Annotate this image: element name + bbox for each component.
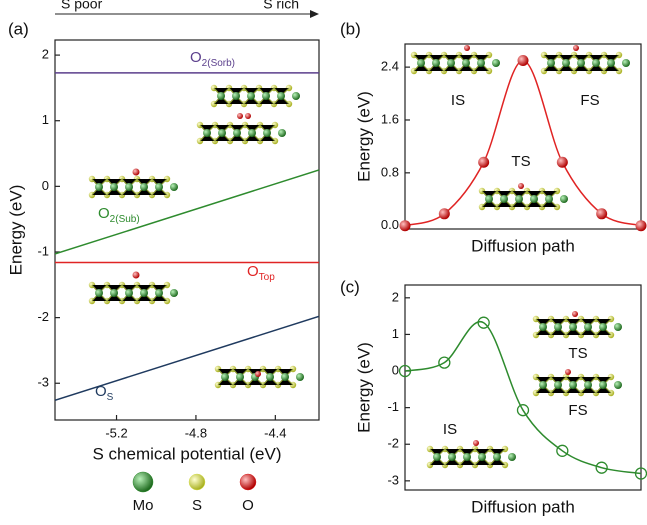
data-point (517, 55, 529, 67)
y-axis-label: Energy (eV) (354, 342, 373, 433)
data-point (477, 316, 490, 329)
y-tick-label: 2.4 (381, 59, 399, 74)
series-label-subscript: S (107, 392, 114, 403)
data-point (556, 156, 568, 168)
panel: (a) -3 -2 -1 0 1 2 -5.2 -4.8 -4.4 S chemical poten… (6, 0, 320, 463)
y-axis-label: Energy (eV) (6, 185, 25, 276)
series-label: OTop (247, 263, 275, 283)
series-line (405, 59, 641, 227)
annotation: FS (580, 92, 599, 109)
series-label: O2(Sub) (98, 205, 140, 225)
y-tick-label: -1 (387, 399, 399, 414)
legend-swatch (239, 473, 257, 491)
annotation: IS (443, 421, 457, 438)
panel-label: (b) (340, 19, 361, 38)
y-tick-label: 2 (392, 289, 399, 304)
arrow-label: S poor (61, 0, 103, 12)
y-tick-label: 0 (392, 362, 399, 377)
x-tick-label: -4.4 (264, 425, 286, 440)
plot-frame (404, 284, 642, 491)
y-tick-label: -3 (387, 472, 399, 487)
series-label: O2(Sorb) (190, 49, 235, 69)
panel-label: (a) (8, 19, 29, 38)
panel: (b) 0.0 0.8 1.6 2.4 Diffusion path Energy (eV)… (340, 19, 647, 255)
annotation: TS (568, 345, 587, 362)
plot-frame (54, 39, 320, 421)
series-label: OS (95, 383, 114, 403)
data-point (635, 220, 647, 232)
legend-label: O (242, 497, 254, 514)
data-point (595, 461, 608, 474)
x-tick-label: -5.2 (105, 425, 127, 440)
series-label-name: O (98, 205, 110, 222)
data-point (398, 364, 412, 378)
data-point (556, 444, 569, 457)
data-point (399, 220, 411, 232)
y-tick-label: 1 (42, 112, 49, 127)
data-point (438, 356, 451, 369)
y-tick-label: -2 (387, 436, 399, 451)
panel: (c) -3 -2 -1 0 1 2 Diffusion path Energy (eV) TS F… (340, 277, 647, 516)
y-tick-label: 2 (42, 47, 49, 62)
panel-label: (c) (340, 277, 360, 296)
data-point (478, 156, 490, 168)
x-axis-label: Diffusion path (471, 236, 575, 255)
y-tick-label: 0.8 (381, 164, 399, 179)
series-label-name: O (95, 383, 107, 400)
x-axis-label: S chemical potential (eV) (93, 444, 282, 463)
y-tick-label: -3 (37, 375, 49, 390)
series-label-subscript: 2(Sorb) (202, 58, 235, 69)
data-point (516, 404, 530, 417)
x-tick-label: -4.8 (185, 425, 207, 440)
legend-swatch (188, 473, 206, 491)
series-label-name: O (190, 49, 202, 66)
series-line (55, 315, 319, 402)
legend-label: S (192, 497, 202, 514)
annotation: FS (568, 402, 587, 419)
series-label-subscript: Top (259, 272, 276, 283)
series-line (405, 320, 641, 475)
arrow-head (310, 10, 319, 18)
molecule-illustrations (88, 45, 631, 469)
series-line (55, 169, 319, 255)
y-tick-label: 1.6 (381, 111, 399, 126)
legend-label: Mo (133, 497, 154, 514)
y-tick-label: -2 (37, 309, 49, 324)
plot-frame (404, 43, 642, 230)
legend-swatch (132, 471, 154, 493)
data-point (438, 208, 450, 220)
annotation: TS (511, 153, 530, 170)
y-tick-label: 0 (42, 178, 49, 193)
x-axis-label: Diffusion path (471, 497, 575, 516)
y-axis-label: Energy (eV) (354, 91, 373, 182)
data-point (596, 208, 608, 220)
arrow-label: S rich (263, 0, 299, 12)
y-tick-label: -1 (37, 243, 49, 258)
series-label-name: O (247, 263, 259, 280)
annotation: IS (451, 92, 465, 109)
y-tick-label: 1 (392, 326, 399, 341)
y-tick-label: 0.0 (381, 217, 399, 232)
series-label-subscript: 2(Sub) (110, 214, 140, 225)
